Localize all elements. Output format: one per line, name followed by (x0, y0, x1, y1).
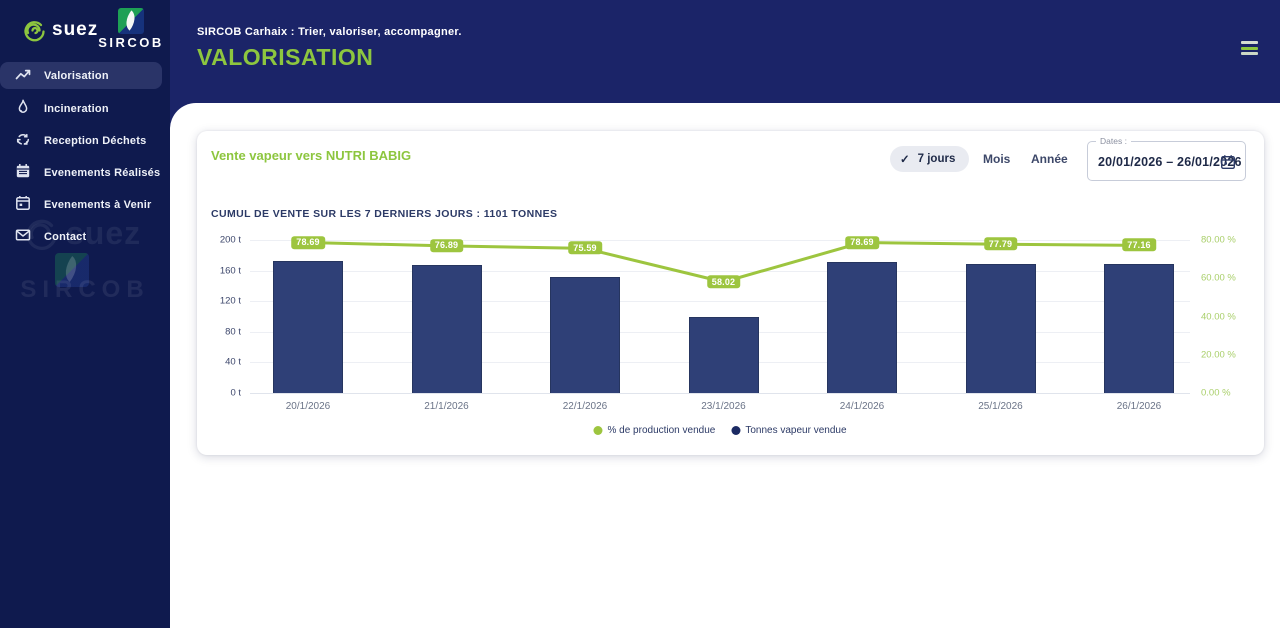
gridline (250, 393, 1190, 394)
sidebar-item-label: Evenements Réalisés (44, 166, 161, 179)
sircob-watermark-text: SIRCOB (20, 276, 150, 303)
line-point-label: 78.69 (291, 235, 325, 249)
recycle-icon (15, 131, 31, 150)
right-axis-tick: 60.00 % (1201, 272, 1236, 284)
right-axis-tick: 0.00 % (1201, 387, 1231, 399)
legend-dot-icon (731, 426, 741, 435)
bar-tonnes-vapeur[interactable] (411, 264, 482, 393)
check-icon: ✓ (900, 154, 910, 166)
sircob-logo: SIRCOB (98, 8, 164, 50)
cumulative-sales-summary: CUMUL DE VENTE SUR LES 7 DERNIERS JOURS … (211, 208, 558, 220)
left-axis-tick: 80 t (225, 326, 241, 338)
x-axis-label: 25/1/2026 (978, 401, 1023, 412)
filter-7-jours-label: 7 jours (917, 153, 956, 165)
x-axis-label: 23/1/2026 (701, 401, 746, 412)
legend-item: % de production vendue (593, 425, 715, 436)
line-point-label: 75.59 (568, 241, 602, 255)
sidebar-item-contact[interactable]: Contact (0, 224, 162, 249)
sidebar-item-label: Reception Déchets (44, 134, 147, 147)
sidebar-item-evenements-venir[interactable]: Evenements à Venir (0, 192, 162, 217)
suez-logo: suez (20, 16, 98, 44)
date-range-field[interactable]: Dates : 20/01/2026 – 26/01/2026 (1087, 136, 1246, 181)
x-axis-label: 26/1/2026 (1116, 401, 1162, 412)
bar-tonnes-vapeur[interactable] (273, 261, 343, 393)
main-area: SIRCOB Carhaix : Trier, valoriser, accom… (170, 0, 1280, 628)
sidebar: suez SIRCOB Valorisation Incineration Rece… (0, 0, 170, 628)
line-point-label: 77.16 (1122, 238, 1156, 252)
sidebar-item-reception-d-chets[interactable]: Reception Déchets (0, 128, 162, 153)
line-point-label: 78.69 (845, 235, 879, 249)
trend-chart-icon (15, 66, 31, 85)
line-point-label: 76.89 (429, 239, 464, 253)
filter-mois-button[interactable]: Mois (983, 152, 1011, 166)
gridline (250, 240, 1190, 241)
sidebar-item-label: Valorisation (44, 69, 109, 82)
hamburger-menu-icon[interactable] (1241, 41, 1258, 58)
envelope-icon (15, 227, 31, 246)
bar-tonnes-vapeur[interactable] (1104, 263, 1174, 393)
legend-dot-icon (593, 426, 603, 435)
sidebar-item-label: Contact (44, 230, 87, 243)
right-axis-tick: 40.00 % (1201, 311, 1236, 322)
gridline (250, 301, 1190, 303)
sircob-watermark-icon (55, 253, 89, 287)
bar-tonnes-vapeur[interactable] (965, 263, 1036, 393)
x-axis-label: 21/1/2026 (424, 401, 469, 412)
top-banner: SIRCOB Carhaix : Trier, valoriser, accom… (170, 0, 1280, 115)
sircob-leaf-icon (118, 8, 145, 34)
content-area: Vente vapeur vers NUTRI BABIG ✓ 7 jours … (170, 103, 1280, 628)
production-percent-line (306, 241, 1141, 284)
left-axis-tick: 120 t (219, 295, 241, 307)
bar-tonnes-vapeur[interactable] (827, 262, 897, 393)
calendar-filled-icon (15, 163, 31, 182)
sidebar-item-label: Incineration (44, 102, 109, 115)
left-axis-tick: 160 t (219, 265, 241, 277)
sidebar-item-label: Evenements à Venir (44, 198, 152, 211)
legend-item: Tonnes vapeur vendue (731, 425, 847, 436)
gridline (250, 270, 1190, 272)
valorisation-card: Vente vapeur vers NUTRI BABIG ✓ 7 jours … (197, 131, 1264, 455)
left-axis-tick: 0 t (230, 387, 241, 399)
date-range-label: Dates : (1096, 136, 1131, 146)
banner-subtitle: SIRCOB Carhaix : Trier, valoriser, accom… (197, 26, 462, 38)
calendar-outline-icon (15, 195, 31, 214)
x-axis-label: 22/1/2026 (562, 401, 608, 412)
left-axis-tick: 200 t (219, 234, 241, 246)
flame-icon (15, 99, 31, 118)
filter-annee-button[interactable]: Année (1031, 152, 1068, 166)
suez-swirl-icon (24, 21, 45, 42)
sidebar-item-evenements-r-alis-s[interactable]: Evenements Réalisés (0, 160, 162, 185)
left-axis-tick: 40 t (225, 356, 241, 368)
sircob-logo-text: SIRCOB (98, 35, 164, 50)
logo-row: suez SIRCOB (0, 0, 170, 56)
bar-tonnes-vapeur[interactable] (688, 316, 759, 393)
line-point-label: 58.02 (706, 275, 741, 289)
filter-7-jours-button[interactable]: ✓ 7 jours (890, 146, 970, 172)
sidebar-item-incineration[interactable]: Incineration (0, 96, 162, 121)
right-axis-tick: 20.00 % (1201, 349, 1236, 361)
card-title: Vente vapeur vers NUTRI BABIG (211, 148, 412, 163)
chart-legend: % de production vendue Tonnes vapeur vend… (593, 425, 847, 436)
calendar-icon[interactable] (1220, 154, 1236, 170)
right-axis-tick: 80.00 % (1201, 234, 1236, 246)
sidebar-nav: Valorisation Incineration Reception Déchet… (0, 62, 170, 249)
steam-sales-chart: 0 t 40 t 80 t 120 t 160 t 200 t 0.00 % 20.00 % 4… (220, 235, 1236, 437)
x-axis-label: 20/1/2026 (285, 401, 331, 412)
suez-logo-text: suez (52, 19, 99, 40)
sidebar-item-valorisation[interactable]: Valorisation (0, 62, 162, 89)
bar-tonnes-vapeur[interactable] (550, 276, 620, 393)
date-range-value: 20/01/2026 – 26/01/2026 (1098, 155, 1242, 169)
page-title: VALORISATION (197, 44, 374, 70)
line-point-label: 77.79 (983, 237, 1018, 251)
x-axis-label: 24/1/2026 (839, 401, 885, 412)
